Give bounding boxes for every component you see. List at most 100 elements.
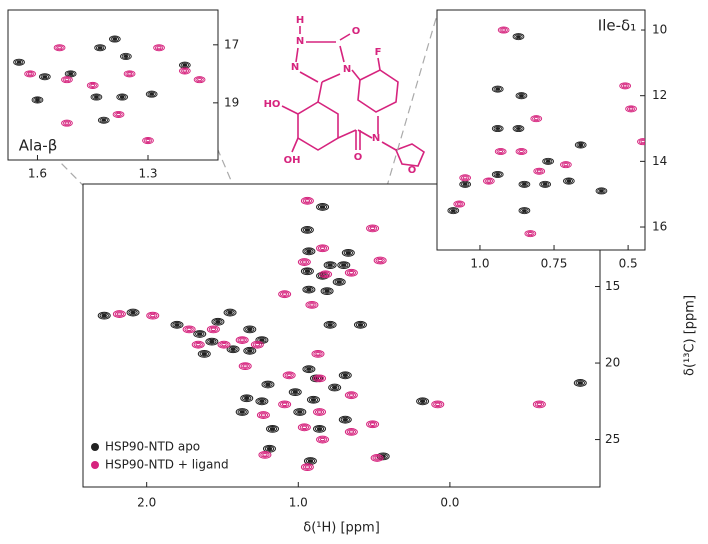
peak bbox=[258, 450, 272, 459]
contour bbox=[258, 412, 269, 418]
contour bbox=[327, 323, 333, 327]
x-tick-label: 2.0 bbox=[137, 496, 156, 510]
contour bbox=[90, 83, 96, 87]
contour bbox=[302, 247, 316, 256]
contour bbox=[304, 228, 311, 232]
contour bbox=[517, 148, 526, 155]
contour bbox=[316, 435, 330, 444]
x-tick-label: 1.0 bbox=[470, 257, 489, 271]
contour bbox=[313, 424, 327, 433]
contour bbox=[304, 248, 314, 255]
contour bbox=[256, 411, 270, 419]
peak bbox=[344, 391, 358, 400]
contour bbox=[264, 445, 275, 452]
contour bbox=[327, 263, 333, 267]
legend-label: HSP90-NTD + ligand bbox=[105, 458, 229, 472]
zoom-connector bbox=[382, 14, 438, 201]
peak bbox=[170, 320, 184, 329]
legend-marker bbox=[91, 461, 99, 469]
contour bbox=[314, 409, 325, 415]
contour bbox=[86, 81, 99, 89]
contour bbox=[336, 280, 342, 284]
contour bbox=[119, 95, 125, 99]
contour bbox=[284, 372, 294, 379]
contour bbox=[322, 288, 332, 294]
contour bbox=[536, 169, 542, 173]
contour bbox=[494, 147, 507, 156]
contour bbox=[533, 117, 539, 121]
contour bbox=[66, 71, 75, 77]
contour bbox=[493, 86, 502, 92]
contour bbox=[197, 332, 203, 336]
contour bbox=[325, 321, 335, 328]
contour bbox=[534, 168, 544, 174]
contour bbox=[518, 180, 531, 188]
contour bbox=[515, 147, 528, 156]
contour bbox=[416, 397, 430, 406]
contour bbox=[346, 429, 357, 435]
contour bbox=[486, 179, 492, 183]
peak bbox=[370, 454, 384, 462]
contour bbox=[561, 162, 571, 168]
contour bbox=[213, 318, 223, 325]
contour bbox=[449, 208, 458, 214]
peak bbox=[491, 85, 504, 93]
title-bg bbox=[593, 17, 641, 35]
contour bbox=[344, 428, 358, 436]
contour bbox=[35, 98, 40, 102]
contour bbox=[447, 207, 460, 215]
contour bbox=[259, 338, 265, 342]
peak bbox=[297, 423, 311, 432]
contour bbox=[417, 398, 428, 405]
contour bbox=[61, 76, 73, 84]
contour bbox=[640, 140, 645, 144]
contour bbox=[245, 348, 255, 354]
contour bbox=[278, 400, 292, 409]
peak bbox=[90, 93, 103, 101]
contour bbox=[375, 257, 385, 264]
contour bbox=[290, 389, 300, 395]
contour bbox=[297, 410, 303, 414]
contour bbox=[343, 250, 354, 256]
peak bbox=[313, 374, 327, 383]
contour bbox=[237, 337, 247, 343]
contour bbox=[323, 320, 337, 329]
contour bbox=[435, 402, 441, 407]
peak bbox=[311, 349, 325, 358]
peak bbox=[146, 311, 160, 320]
contour bbox=[322, 272, 329, 276]
contour bbox=[193, 341, 203, 348]
contour bbox=[320, 287, 334, 296]
peak bbox=[178, 61, 191, 69]
contour bbox=[244, 396, 250, 400]
contour bbox=[450, 209, 456, 213]
peak bbox=[344, 268, 358, 277]
contour bbox=[24, 70, 36, 78]
contour bbox=[279, 291, 290, 297]
contour bbox=[201, 352, 207, 356]
contour bbox=[319, 205, 326, 209]
contour bbox=[325, 262, 335, 268]
peak bbox=[459, 174, 471, 182]
contour bbox=[527, 232, 533, 236]
x-tick-label: 1.6 bbox=[28, 167, 47, 181]
contour bbox=[240, 363, 250, 369]
contour bbox=[305, 300, 319, 309]
contour bbox=[197, 349, 211, 358]
contour bbox=[199, 351, 209, 357]
contour bbox=[369, 422, 376, 426]
contour bbox=[282, 371, 296, 380]
peak bbox=[97, 311, 111, 320]
y-tick-label: 19 bbox=[224, 95, 239, 109]
peak bbox=[542, 157, 554, 165]
contour bbox=[239, 338, 245, 342]
peak bbox=[518, 180, 531, 188]
contour bbox=[281, 292, 288, 296]
peak bbox=[573, 379, 587, 387]
contour bbox=[498, 149, 504, 154]
contour bbox=[524, 230, 537, 238]
contour bbox=[319, 270, 333, 279]
contour bbox=[193, 76, 206, 84]
peak bbox=[316, 244, 330, 253]
